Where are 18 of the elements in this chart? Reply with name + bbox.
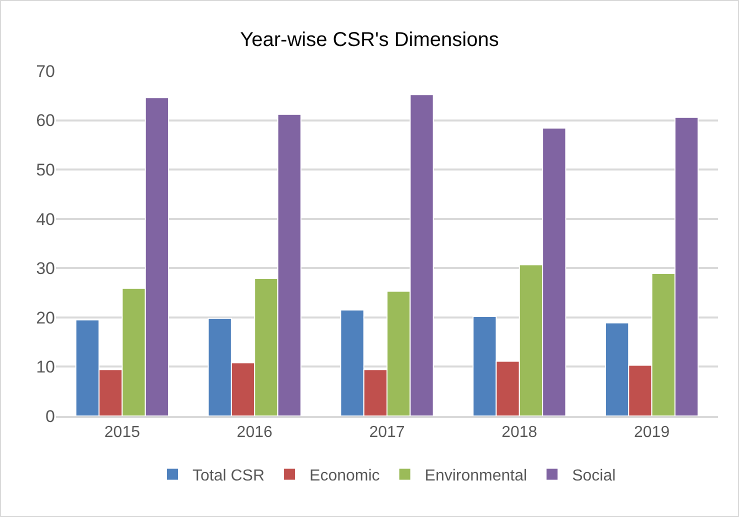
legend-label: Environmental	[424, 468, 528, 485]
y-tick-label: 30	[36, 259, 55, 278]
y-tick-label: 70	[36, 62, 55, 81]
legend-label: Economic	[310, 468, 380, 485]
legend-label: Social	[572, 468, 616, 485]
y-tick-label: 20	[36, 308, 55, 328]
chart-title: Year-wise CSR's Dimensions	[240, 28, 499, 51]
y-tick-label: 50	[36, 160, 55, 180]
x-tick-label: 2017	[369, 424, 405, 442]
x-tick-label: 2015	[104, 424, 140, 442]
x-tick-label: 2018	[502, 424, 538, 442]
x-tick-label: 2019	[634, 424, 670, 442]
y-tick-label: 0	[46, 406, 55, 426]
y-tick-label: 40	[36, 210, 55, 229]
x-tick-label: 2016	[236, 424, 272, 442]
legend-label: Total CSR	[192, 468, 265, 485]
y-tick-label: 10	[36, 358, 55, 377]
y-tick-label: 60	[36, 111, 55, 130]
